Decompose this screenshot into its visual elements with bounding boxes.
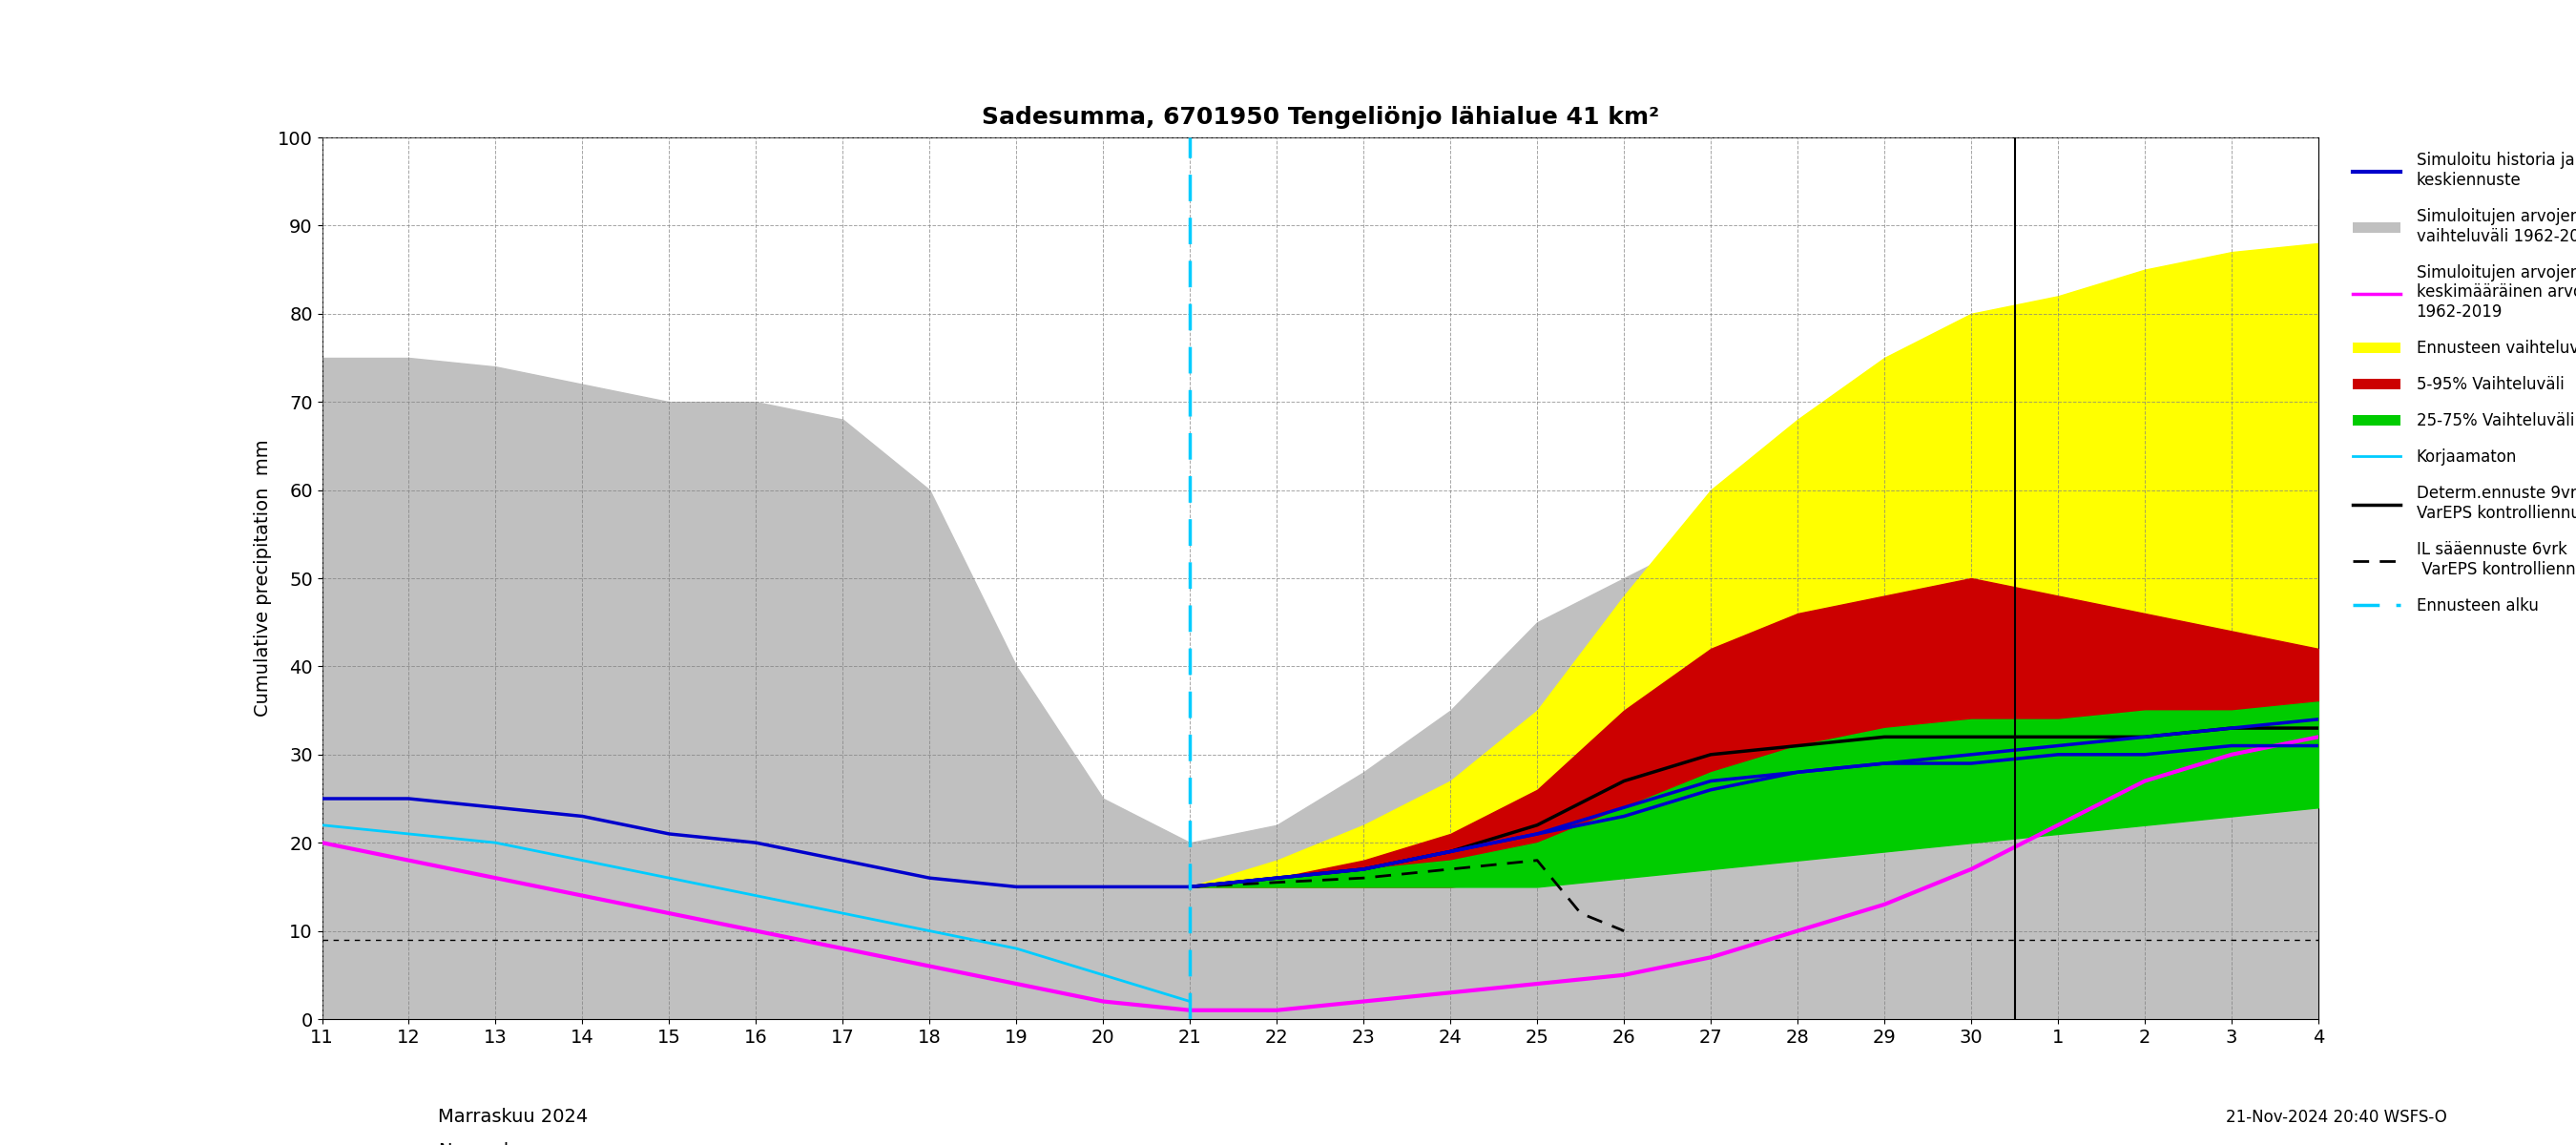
Text: November: November bbox=[438, 1143, 536, 1145]
Y-axis label: Cumulative precipitation  mm: Cumulative precipitation mm bbox=[255, 440, 273, 717]
Text: 21-Nov-2024 20:40 WSFS-O: 21-Nov-2024 20:40 WSFS-O bbox=[2226, 1108, 2447, 1126]
Text: Marraskuu 2024: Marraskuu 2024 bbox=[438, 1108, 587, 1126]
Title: Sadesumma, 6701950 Tengeliönjo lähialue 41 km²: Sadesumma, 6701950 Tengeliönjo lähialue … bbox=[981, 106, 1659, 129]
Legend: Simuloitu historia ja
keskiennuste, Simuloitujen arvojen
vaihteluväli 1962-2019,: Simuloitu historia ja keskiennuste, Simu… bbox=[2347, 145, 2576, 621]
